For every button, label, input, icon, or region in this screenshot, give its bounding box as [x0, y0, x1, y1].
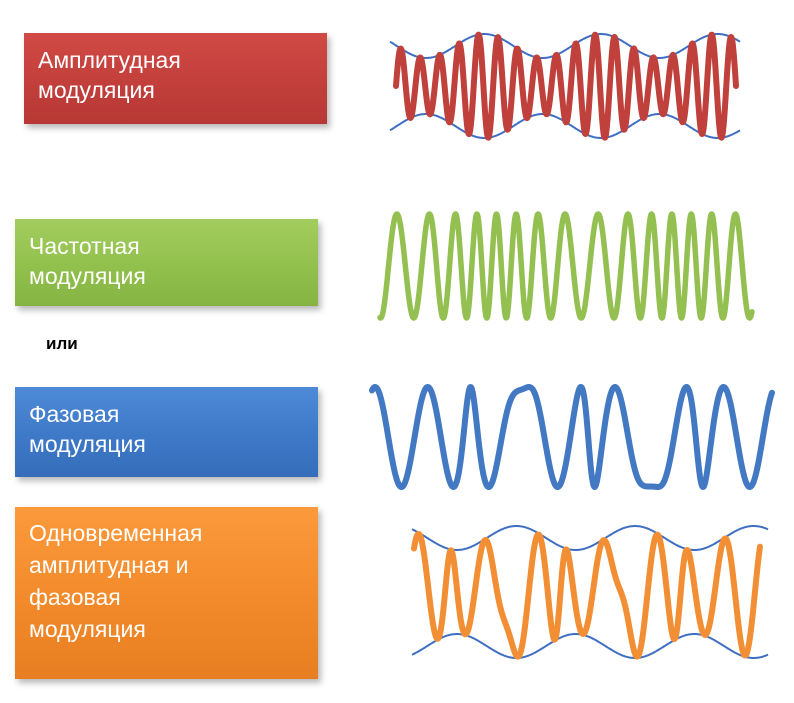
or-label: или	[46, 334, 78, 353]
apm-signal-wave	[411, 530, 763, 660]
am-signal-wave	[393, 31, 739, 141]
frequency-modulation-label: Частотная модуляция	[15, 219, 318, 306]
pm-signal-wave	[369, 384, 775, 490]
am-waveform-group	[389, 31, 741, 141]
phase-modulation-label: Фазовая модуляция	[15, 387, 318, 477]
pm-waveform-group	[369, 384, 775, 490]
amplitude-phase-modulation-label: Одновременная амплитудная и фазовая моду…	[15, 507, 318, 679]
fm-waveform-group	[377, 211, 755, 321]
apm-waveform-group	[411, 525, 769, 660]
am-envelope-top	[389, 33, 741, 59]
apm-envelope-top	[411, 525, 769, 551]
am-envelope-bottom	[389, 113, 741, 139]
apm-envelope-bottom	[411, 633, 769, 659]
fm-signal-wave	[377, 211, 755, 321]
amplitude-modulation-label: Амплитудная модуляция	[24, 33, 327, 124]
